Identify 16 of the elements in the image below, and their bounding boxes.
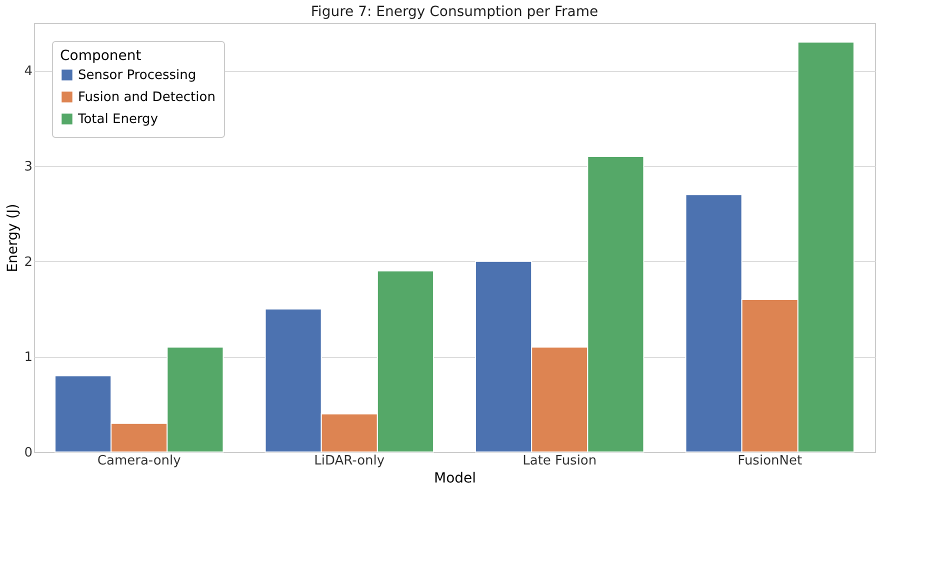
legend-label: Sensor Processing [78,68,196,83]
y-tick-label: 4 [24,64,32,80]
y-tick-label: 0 [24,446,32,460]
x-tick-label: LiDAR-only [314,454,385,468]
x-tick-label: FusionNet [738,454,802,468]
chart-title: Figure 7: Energy Consumption per Frame [310,4,598,20]
y-axis-title: Energy (J) [5,204,22,272]
y-tick-label: 2 [24,254,32,270]
x-tick-label: Camera-only [97,454,182,468]
legend-label: Total Energy [77,112,158,127]
x-tick-label: Late Fusion [522,454,597,468]
legend-title: Component [60,48,142,64]
legend-label: Fusion and Detection [78,90,216,105]
y-tick-label: 3 [24,160,32,174]
y-tick-label: 1 [24,350,32,366]
x-axis-title: Model [434,470,476,486]
